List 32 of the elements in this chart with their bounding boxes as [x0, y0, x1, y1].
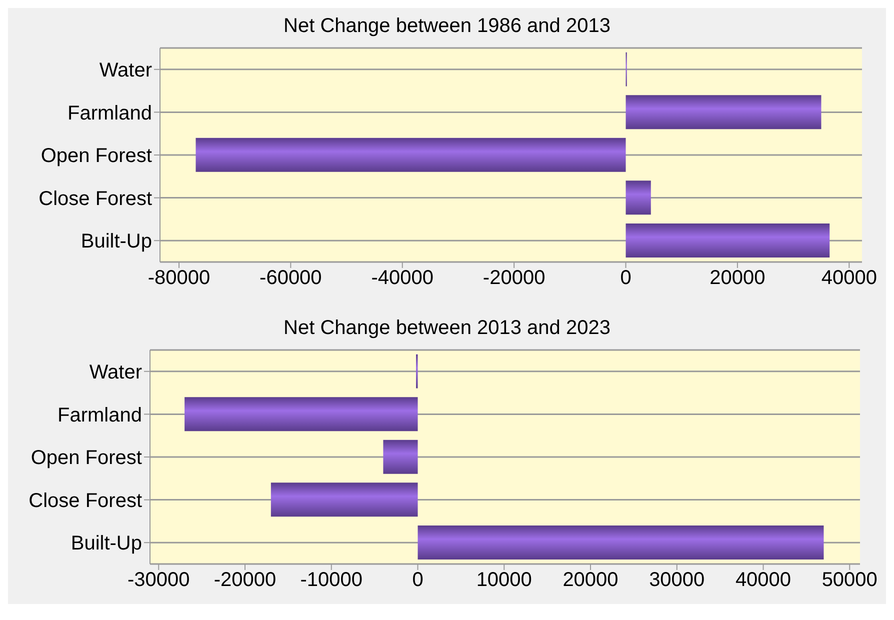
y-tick-label: Built-Up [70, 532, 142, 555]
y-tick-label: Close Forest [28, 490, 142, 512]
bar [626, 223, 830, 258]
x-tick-label: 0 [412, 569, 424, 592]
chart-title: Net Change between 2013 and 2023 [282, 316, 612, 341]
y-tick-label: Open Forest [40, 145, 152, 168]
x-tick-label: -80000 [148, 267, 210, 290]
y-tick-label: Farmland [68, 102, 152, 124]
x-tick-label: 0 [620, 267, 632, 290]
x-tick-label: -60000 [260, 267, 322, 290]
x-tick-label: 20000 [562, 569, 618, 592]
y-tick-label: Water [99, 60, 152, 82]
x-tick-label: -30000 [127, 569, 190, 592]
x-tick-label: 10000 [476, 569, 532, 592]
x-tick-label: -40000 [371, 267, 434, 290]
y-tick-label: Close Forest [38, 188, 152, 210]
x-tick-label: 40000 [735, 569, 792, 592]
bar [626, 180, 651, 215]
x-tick-label: -20000 [482, 267, 546, 290]
bar [626, 95, 822, 130]
x-tick-label: 50000 [822, 569, 878, 592]
x-tick-label: 30000 [649, 569, 705, 592]
bar [196, 138, 626, 172]
y-tick-label: Water [89, 362, 142, 384]
y-tick-label: Farmland [58, 404, 142, 426]
x-tick-label: -10000 [300, 569, 363, 592]
chart-title: Net Change between 1986 and 2013 [282, 14, 612, 39]
x-tick-label: 20000 [710, 267, 766, 290]
x-tick-label: 40000 [821, 267, 877, 290]
x-tick-label: -20000 [214, 569, 276, 592]
y-tick-label: Open Forest [30, 447, 142, 470]
y-tick-label: Built-Up [80, 230, 152, 253]
